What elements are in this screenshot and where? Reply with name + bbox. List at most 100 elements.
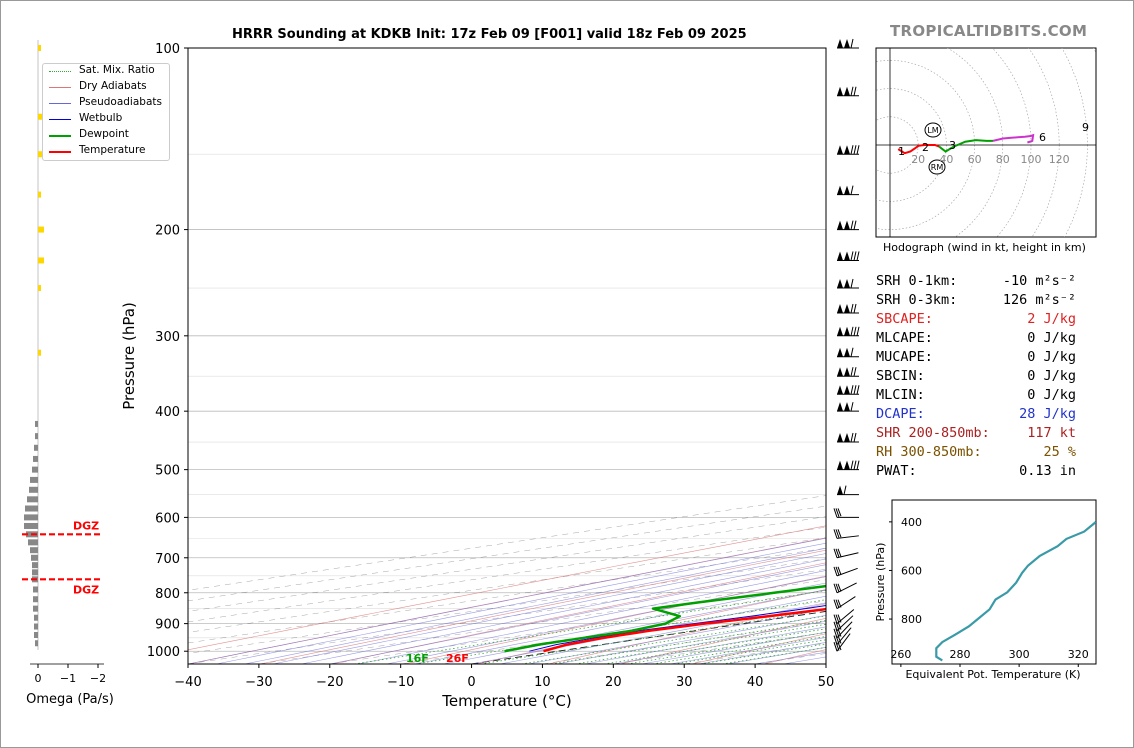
hodograph-height-label: 2 xyxy=(922,141,929,154)
isotherm xyxy=(188,526,826,623)
wind-barb-flag xyxy=(837,460,843,470)
param-label: SRH 0-1km: xyxy=(876,273,958,289)
omega-bar xyxy=(24,514,38,521)
wind-barb xyxy=(837,326,860,337)
wind-barb xyxy=(837,86,859,97)
hodograph-tick-label: 120 xyxy=(1049,153,1070,166)
pseudoadiabat xyxy=(386,576,826,664)
wind-barb-flag xyxy=(844,433,850,443)
wind-barb-flag xyxy=(844,326,850,336)
wind-barb-tick xyxy=(835,529,840,538)
wind-barb-tick xyxy=(833,583,838,593)
chart-title: HRRR Sounding at KDKB Init: 17z Feb 09 [… xyxy=(232,27,747,42)
y-tick-label: 500 xyxy=(155,464,180,479)
theta-e-x-tick-label: 300 xyxy=(1009,648,1030,661)
wind-barb xyxy=(837,402,859,412)
wind-barb xyxy=(837,251,860,261)
wind-barb-flag xyxy=(844,39,850,48)
pseudoadiabat xyxy=(273,553,826,664)
wind-barb-shaft xyxy=(836,552,859,559)
param-row: RH 300-850mb: 25 % xyxy=(876,443,1076,462)
wind-barb-flag xyxy=(837,251,843,261)
wind-barb-tick xyxy=(850,251,854,261)
hodograph-trace xyxy=(897,144,940,155)
omega-bar xyxy=(33,455,38,462)
legend-item: Pseudoadiabats xyxy=(43,96,169,112)
isotherm xyxy=(188,547,826,644)
hodograph-tick-label: 60 xyxy=(968,153,982,166)
omega-bar xyxy=(35,433,38,440)
wind-barb-tick xyxy=(835,642,840,651)
dry-adiabat xyxy=(404,575,826,664)
wind-barb-flag xyxy=(837,304,843,314)
param-value: 0 J/kg xyxy=(1027,387,1076,403)
wind-barb-flag xyxy=(844,86,850,96)
legend-swatch xyxy=(49,135,71,137)
wind-barb xyxy=(833,596,856,610)
storm-motion-marker xyxy=(928,159,946,175)
wind-barb-tick xyxy=(853,367,857,377)
hodograph-tick-label: 80 xyxy=(996,153,1010,166)
wind-barb xyxy=(833,633,851,652)
hodograph-plot xyxy=(876,48,1096,237)
wind-barb-tick xyxy=(850,367,854,377)
legend-swatch xyxy=(49,119,71,120)
pseudoadiabat xyxy=(244,547,826,664)
wind-barb-flag xyxy=(844,385,850,395)
wind-barb-tick xyxy=(850,38,854,49)
x-tick-label: 50 xyxy=(818,675,835,690)
wind-barb-tick xyxy=(850,220,854,230)
wind-barb-tick xyxy=(856,385,860,395)
omega-bar xyxy=(34,444,38,451)
dewpoint-surface-label: 16F xyxy=(406,652,429,665)
wind-barb-tick xyxy=(837,599,842,608)
wind-barb-flag xyxy=(844,367,850,377)
wind-barb-tick xyxy=(833,599,838,609)
wind-barb-flag xyxy=(844,460,850,470)
storm-motion-label: LM xyxy=(927,126,938,135)
hodograph-height-label: 1 xyxy=(898,145,905,158)
wind-barb xyxy=(837,385,860,395)
hodograph-trace xyxy=(992,133,1035,144)
omega-bar xyxy=(24,522,38,529)
param-value: 25 % xyxy=(1043,444,1076,460)
param-row: PWAT: 0.13 in xyxy=(876,462,1076,481)
omega-bar xyxy=(38,151,44,158)
pseudoadiabat xyxy=(216,542,826,664)
dry-adiabat xyxy=(260,549,826,664)
wind-barb-flag xyxy=(844,279,850,289)
dgz-label: DGZ xyxy=(73,583,99,596)
brand-watermark: TROPICALTIDBITS.COM xyxy=(890,22,1088,40)
param-label: RH 300-850mb: xyxy=(876,444,982,460)
storm-motion-label: RM xyxy=(931,163,944,172)
hodograph-tick-label: 100 xyxy=(1021,153,1042,166)
omega-bar xyxy=(30,476,38,483)
x-tick-label: 0 xyxy=(467,675,475,690)
omega-bar xyxy=(31,554,38,561)
x-tick-label: −20 xyxy=(316,675,343,690)
x-tick-label: 30 xyxy=(676,675,693,690)
wind-barb-flag xyxy=(837,326,843,336)
omega-bar xyxy=(38,226,44,233)
legend-label: Dewpoint xyxy=(79,128,129,140)
mixing-ratio-line xyxy=(521,615,826,664)
wind-barb-tick xyxy=(853,303,857,314)
wind-barb-flag xyxy=(844,402,850,412)
wind-barb-shaft xyxy=(836,609,855,624)
param-label: SRH 0-3km: xyxy=(876,292,958,308)
param-label: SBCIN: xyxy=(876,368,925,384)
omega-bar xyxy=(34,623,38,630)
wind-barb xyxy=(837,185,859,196)
y-tick-label: 200 xyxy=(155,224,180,239)
wind-barb-tick xyxy=(837,508,842,517)
wind-barb-flag xyxy=(837,185,843,195)
wind-barb-flag xyxy=(844,185,850,195)
dewpoint-line xyxy=(504,584,826,653)
wind-barb-tick xyxy=(835,614,840,624)
storm-motion-marker xyxy=(924,122,942,138)
omega-bar xyxy=(38,45,41,51)
omega-x-tick-label: −1 xyxy=(60,672,76,685)
wind-barb-shaft xyxy=(836,535,859,539)
wind-barb-flag xyxy=(837,279,843,289)
wind-barb-flag xyxy=(844,304,850,314)
